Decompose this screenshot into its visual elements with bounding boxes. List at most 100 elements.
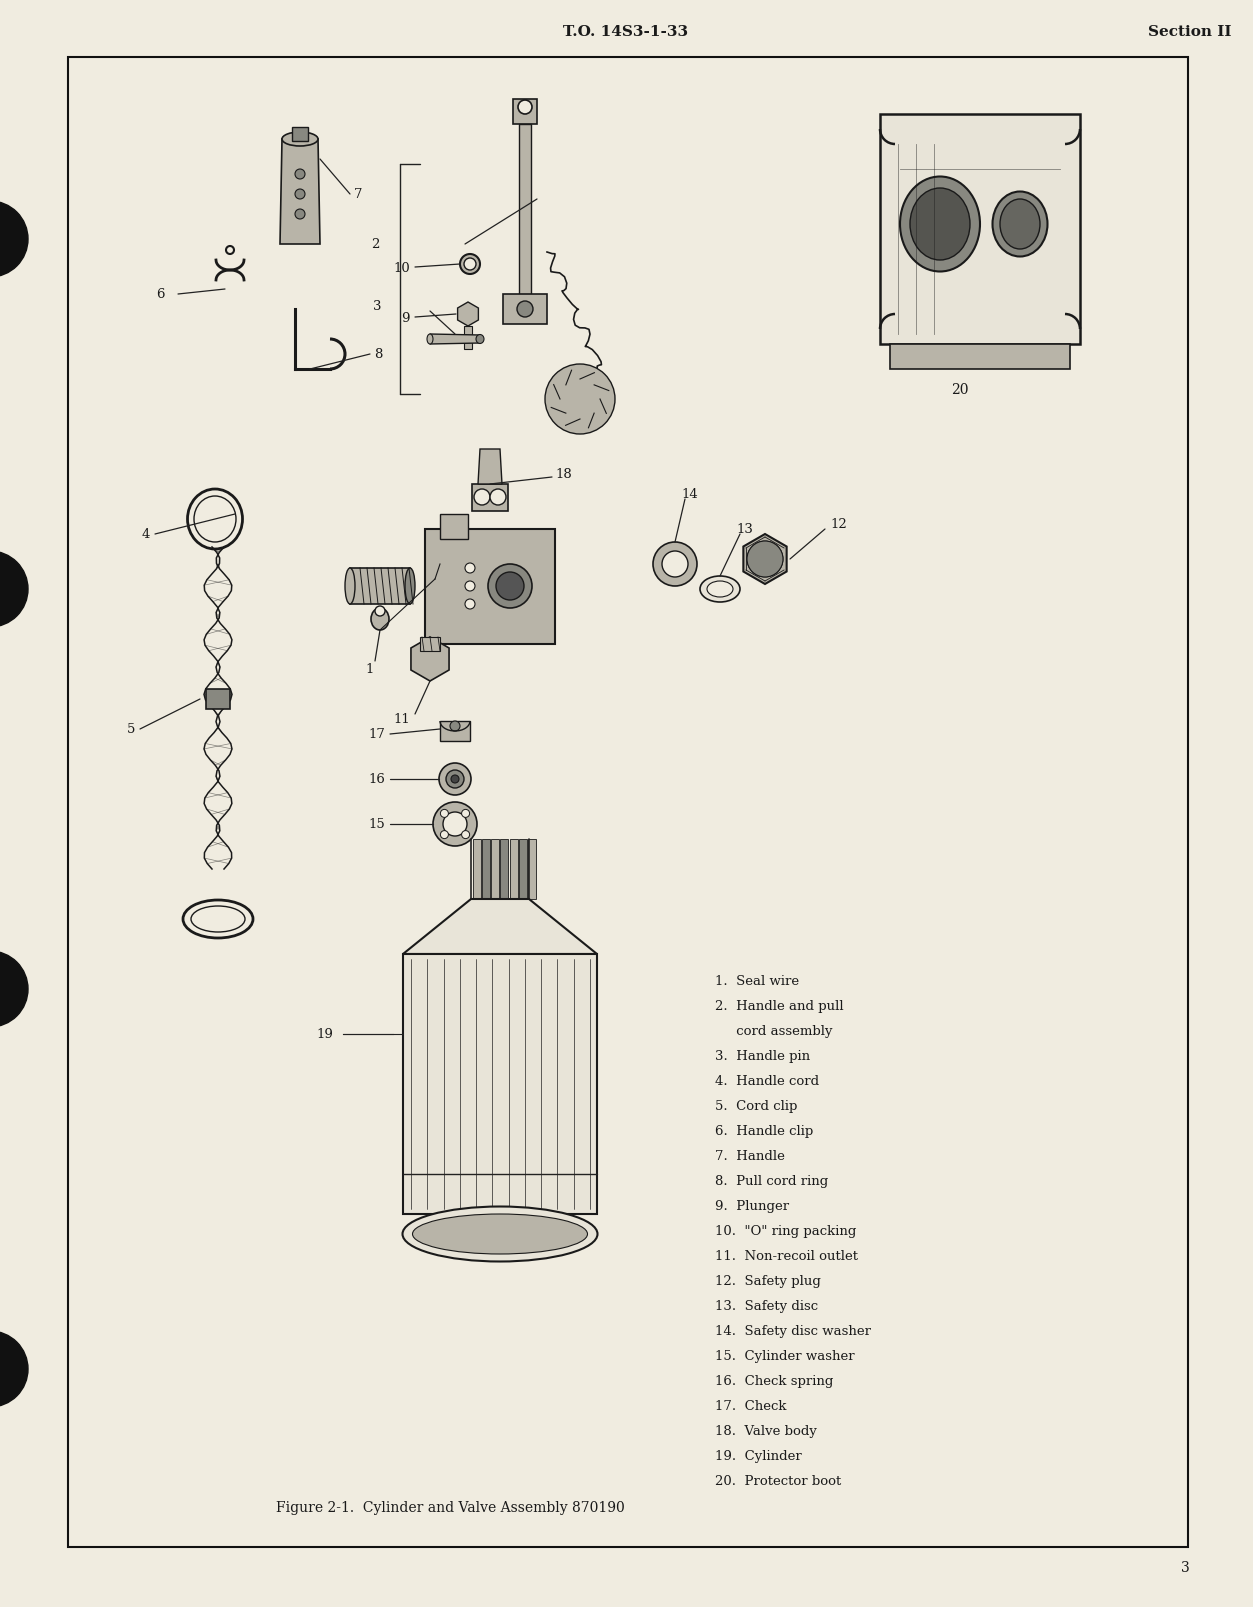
Polygon shape <box>519 125 531 301</box>
Ellipse shape <box>900 177 980 272</box>
Polygon shape <box>457 302 479 326</box>
Polygon shape <box>440 722 470 741</box>
Text: 10: 10 <box>393 262 410 275</box>
Ellipse shape <box>707 582 733 598</box>
Polygon shape <box>440 514 469 540</box>
Polygon shape <box>491 839 499 900</box>
Text: 6.  Handle clip: 6. Handle clip <box>715 1125 813 1138</box>
Circle shape <box>440 831 449 839</box>
Text: 17: 17 <box>368 728 385 741</box>
Circle shape <box>0 1331 28 1408</box>
Circle shape <box>446 770 464 789</box>
Circle shape <box>450 722 460 731</box>
Text: 7.  Handle: 7. Handle <box>715 1149 784 1162</box>
Ellipse shape <box>371 609 388 630</box>
Text: 2.  Handle and pull: 2. Handle and pull <box>715 1000 843 1012</box>
Circle shape <box>461 831 470 839</box>
Text: 1: 1 <box>366 664 375 677</box>
Polygon shape <box>510 839 517 900</box>
Text: 20.  Protector boot: 20. Protector boot <box>715 1474 841 1486</box>
Text: cord assembly: cord assembly <box>715 1024 832 1038</box>
Circle shape <box>747 542 783 577</box>
Circle shape <box>294 190 304 199</box>
Text: 4.  Handle cord: 4. Handle cord <box>715 1075 819 1088</box>
Circle shape <box>465 599 475 609</box>
Polygon shape <box>502 294 548 325</box>
Polygon shape <box>890 346 1070 370</box>
Polygon shape <box>880 116 1080 346</box>
Circle shape <box>465 582 475 591</box>
Circle shape <box>545 365 615 435</box>
Ellipse shape <box>427 334 434 346</box>
Text: 10.  "O" ring packing: 10. "O" ring packing <box>715 1225 856 1237</box>
Text: 8: 8 <box>373 349 382 362</box>
Polygon shape <box>519 839 526 900</box>
Circle shape <box>474 490 490 506</box>
Circle shape <box>0 202 28 278</box>
Text: 16.  Check spring: 16. Check spring <box>715 1374 833 1387</box>
Text: 12: 12 <box>829 517 847 532</box>
Polygon shape <box>350 569 410 604</box>
Polygon shape <box>411 638 449 681</box>
Circle shape <box>440 810 449 818</box>
Circle shape <box>461 810 470 818</box>
Ellipse shape <box>282 133 318 146</box>
Polygon shape <box>477 450 502 485</box>
Circle shape <box>490 490 506 506</box>
Circle shape <box>375 606 385 617</box>
Bar <box>68 58 1188 1548</box>
Circle shape <box>434 802 477 847</box>
Text: 14.  Safety disc washer: 14. Safety disc washer <box>715 1324 871 1337</box>
Text: 3: 3 <box>373 301 382 313</box>
Polygon shape <box>420 638 440 651</box>
Text: 19.  Cylinder: 19. Cylinder <box>715 1450 802 1462</box>
Text: T.O. 14S3-1-33: T.O. 14S3-1-33 <box>564 26 689 39</box>
Text: 2: 2 <box>372 238 380 251</box>
Circle shape <box>662 551 688 577</box>
Circle shape <box>460 256 480 275</box>
Text: Figure 2-1.  Cylinder and Valve Assembly 870190: Figure 2-1. Cylinder and Valve Assembly … <box>276 1499 624 1514</box>
Text: Section II: Section II <box>1148 26 1232 39</box>
Text: 19: 19 <box>316 1028 333 1041</box>
Text: 20: 20 <box>951 382 969 397</box>
Circle shape <box>747 542 783 577</box>
Polygon shape <box>472 485 507 511</box>
Circle shape <box>444 813 467 837</box>
Text: 8.  Pull cord ring: 8. Pull cord ring <box>715 1175 828 1188</box>
Polygon shape <box>403 955 596 1215</box>
Ellipse shape <box>476 336 484 344</box>
Polygon shape <box>403 900 596 955</box>
Text: 9.  Plunger: 9. Plunger <box>715 1199 789 1212</box>
Ellipse shape <box>405 569 415 604</box>
Text: 15: 15 <box>368 818 385 831</box>
Polygon shape <box>205 689 231 710</box>
Circle shape <box>653 543 697 587</box>
Polygon shape <box>464 326 472 350</box>
Circle shape <box>226 247 234 256</box>
Ellipse shape <box>402 1207 598 1261</box>
Ellipse shape <box>700 577 741 603</box>
Text: 18: 18 <box>555 468 571 480</box>
Polygon shape <box>743 535 787 585</box>
Polygon shape <box>472 839 481 900</box>
Text: 11: 11 <box>393 714 410 726</box>
Polygon shape <box>292 129 308 141</box>
Circle shape <box>465 564 475 574</box>
Polygon shape <box>500 839 509 900</box>
Circle shape <box>0 951 28 1027</box>
Text: 5.  Cord clip: 5. Cord clip <box>715 1099 797 1112</box>
Circle shape <box>439 763 471 795</box>
Text: 13: 13 <box>737 524 753 537</box>
Polygon shape <box>528 839 536 900</box>
Text: 13.  Safety disc: 13. Safety disc <box>715 1298 818 1313</box>
Text: 6: 6 <box>157 288 165 302</box>
Text: 12.  Safety plug: 12. Safety plug <box>715 1274 821 1287</box>
Text: 16: 16 <box>368 773 385 786</box>
Text: 15.  Cylinder washer: 15. Cylinder washer <box>715 1350 855 1363</box>
Circle shape <box>487 564 533 609</box>
Circle shape <box>496 572 524 601</box>
Text: 11.  Non-recoil outlet: 11. Non-recoil outlet <box>715 1249 858 1261</box>
Ellipse shape <box>412 1215 588 1253</box>
Polygon shape <box>482 839 490 900</box>
Polygon shape <box>425 530 555 644</box>
